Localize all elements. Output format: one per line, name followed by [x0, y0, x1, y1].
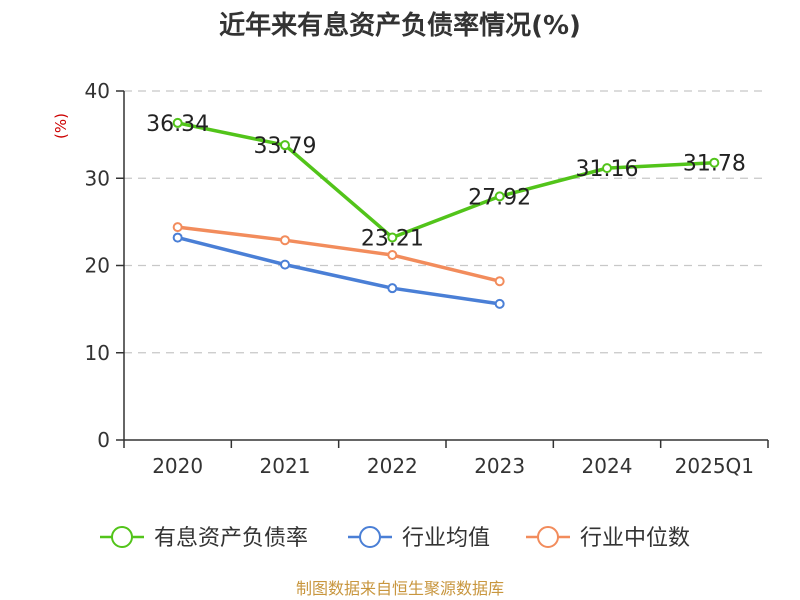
- data-point: [280, 140, 290, 151]
- x-tick-label: 2023: [474, 454, 525, 478]
- data-point: [602, 163, 612, 174]
- legend-marker: [359, 526, 381, 548]
- series-line-0: [177, 121, 715, 240]
- data-label: 31.16: [576, 157, 639, 182]
- legend-item-2[interactable]: 行业中位数: [526, 526, 690, 551]
- source-note: 制图数据来自恒生聚源数据库: [296, 579, 504, 598]
- chart-title: 近年来有息资产负债率情况(%): [219, 10, 581, 41]
- data-point: [172, 232, 183, 243]
- y-axis-unit-label: (%): [52, 113, 70, 139]
- legend[interactable]: 有息资产负债率 行业均值 行业中位数: [100, 526, 690, 551]
- legend-marker: [111, 526, 133, 548]
- x-tick-label: 2025Q1: [675, 454, 754, 478]
- data-label: 33.79: [254, 134, 317, 159]
- y-tick-label: 30: [85, 166, 110, 190]
- data-point: [280, 259, 290, 270]
- data-point: [387, 232, 398, 243]
- grid-lines: [124, 90, 768, 354]
- x-tick-label: 2020: [152, 454, 203, 478]
- data-label: 31.78: [683, 152, 746, 177]
- data-label: 23.21: [361, 226, 424, 251]
- data-point: [494, 191, 505, 202]
- y-tick-label: 10: [85, 341, 110, 365]
- series-line-1: [177, 235, 500, 306]
- legend-label: 行业均值: [402, 526, 490, 551]
- data-point: [387, 283, 398, 294]
- data-label: 27.92: [468, 185, 531, 210]
- series-line-2: [177, 225, 501, 283]
- legend-item-0[interactable]: 有息资产负债率: [100, 526, 308, 551]
- x-tick-label: 2024: [582, 454, 633, 478]
- y-tick-label: 20: [85, 254, 110, 278]
- legend-item-1[interactable]: 行业均值: [348, 526, 490, 551]
- data-point: [280, 235, 290, 246]
- data-label: 36.34: [146, 112, 209, 137]
- data-point: [172, 117, 183, 128]
- data-labels: 36.34 33.79 23.21 27.92 31.16 31.78: [146, 112, 746, 252]
- data-point: [387, 250, 398, 261]
- x-tick-label: 2021: [260, 454, 311, 478]
- legend-label: 行业中位数: [580, 526, 690, 551]
- data-point: [709, 157, 720, 168]
- y-tick-label: 40: [85, 79, 110, 103]
- legend-label: 有息资产负债率: [154, 526, 308, 551]
- data-point: [494, 276, 505, 287]
- axes: 0 10 20 30 40 2020 2021 2022 2023 2024 2025Q1: [85, 79, 769, 478]
- data-point: [172, 222, 183, 233]
- series-lines: [172, 117, 720, 309]
- x-tick-label: 2022: [367, 454, 418, 478]
- y-tick-label: 0: [97, 428, 110, 452]
- data-point: [494, 298, 505, 309]
- legend-marker: [537, 526, 559, 548]
